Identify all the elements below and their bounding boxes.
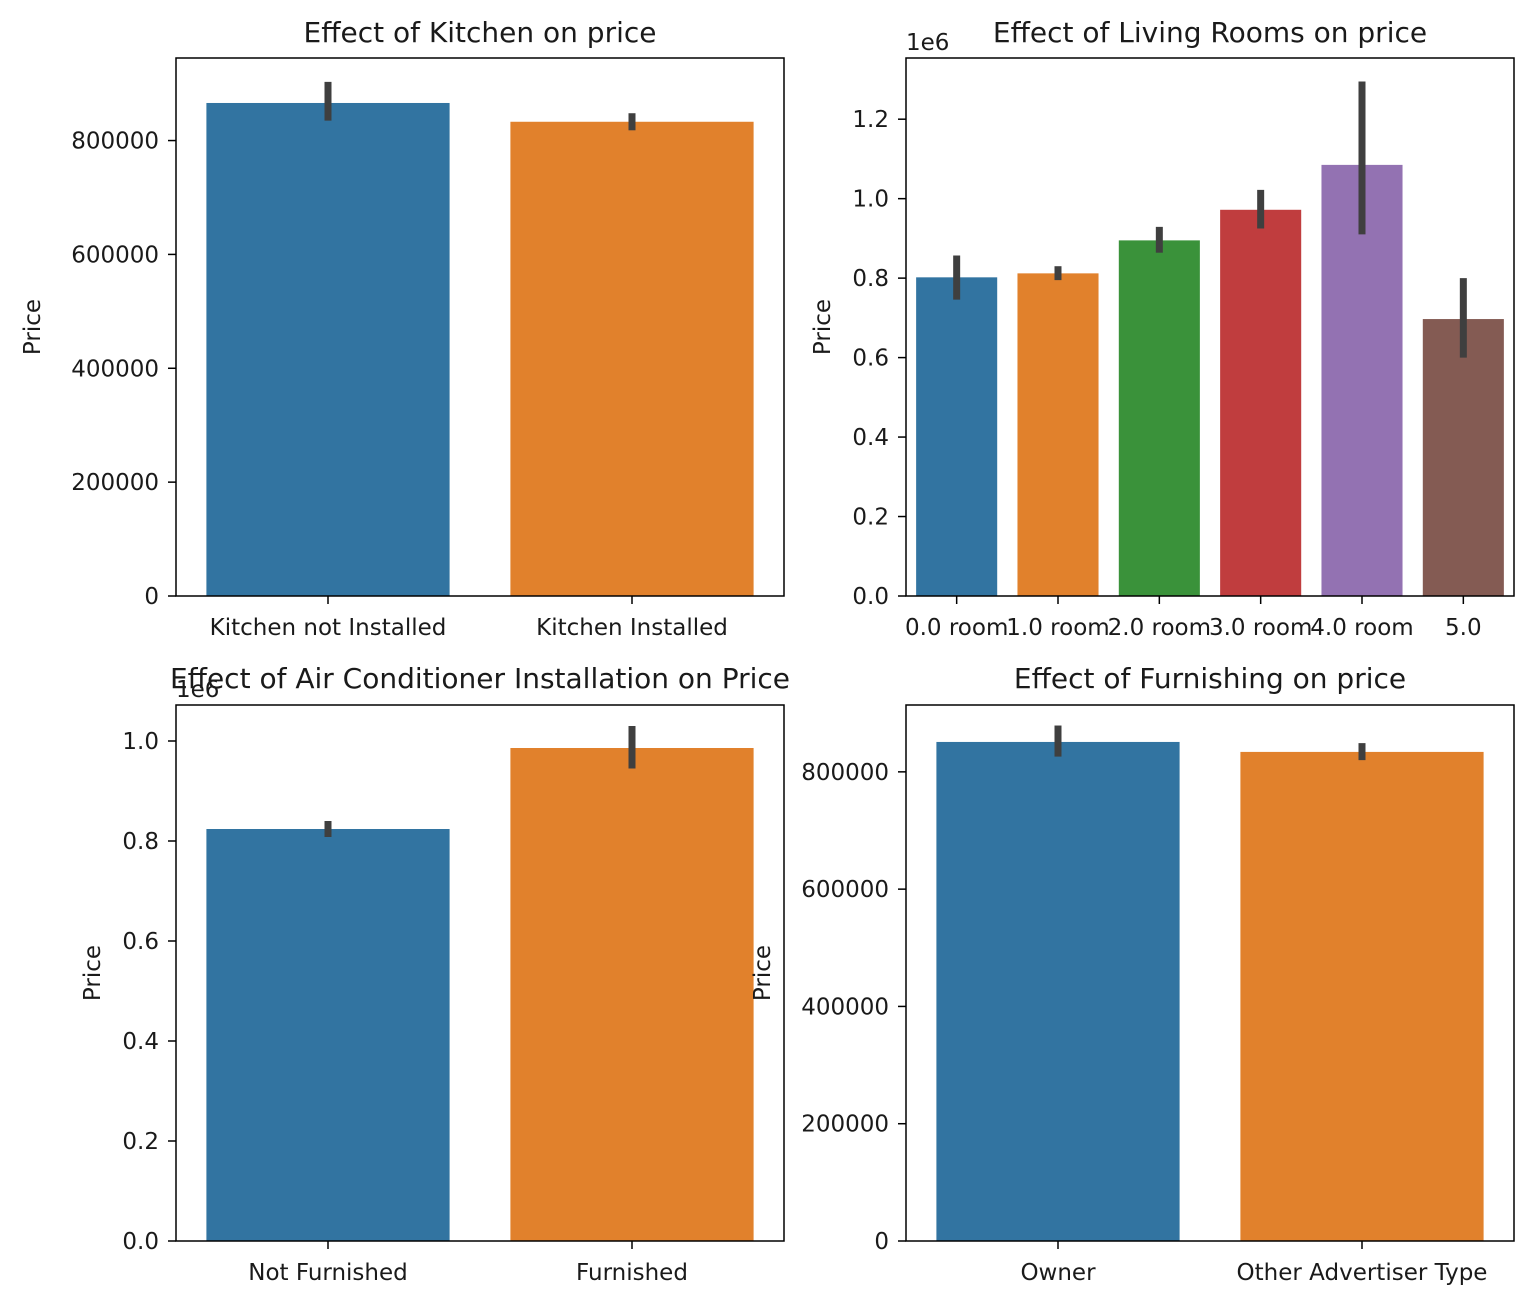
bar-3 [1118,240,1200,596]
y-tick-label-1: 0 [874,1229,889,1255]
y-tick-label-6: 1.0 [122,729,159,755]
bar-2 [1017,273,1099,596]
x-tick-label-2: Other Advertiser Type [1237,1260,1488,1286]
bar-1 [206,829,450,1241]
axes-frame [175,57,785,597]
chart-title: Effect of Furnishing on price [1014,662,1406,695]
chart-title: Effect of Living Rooms on price [993,16,1427,49]
bar-1 [936,741,1180,1241]
y-tick-label-5: 0.8 [122,829,159,855]
y-tick-label-5: 800000 [801,760,889,786]
chart-1: Kitchen not Installed Kitchen Installed 0 2… [20,16,785,641]
y-tick-label-4: 0.6 [122,929,159,955]
axes-frame [905,57,1515,597]
y-axis-label: Price [750,945,776,1001]
y-tick-label-2: 0.2 [852,505,889,531]
y-tick-label-2: 200000 [71,470,159,496]
y-tick-label-2: 0.2 [122,1129,159,1155]
chart-4: Owner Other Advertiser Type 0 200000 400000 6… [750,662,1515,1286]
y-axis-label: Price [80,945,106,1001]
bar-1 [206,102,450,597]
axes-frame [905,704,1515,1242]
bar-6 [1422,319,1504,596]
x-tick-label-6: 5.0 [1445,615,1482,641]
y-tick-label-4: 600000 [801,877,889,903]
y-tick-label-3: 400000 [801,994,889,1020]
axes-frame [175,704,785,1242]
y-axis-offset-text: 1e6 [176,677,219,703]
y-tick-label-5: 0.8 [852,266,889,292]
chart-title: Effect of Air Conditioner Installation o… [170,662,790,695]
y-tick-label-5: 800000 [71,129,159,155]
bar-4 [1220,209,1302,596]
y-tick-label-3: 400000 [71,356,159,382]
x-tick-label-1: Kitchen not Installed [210,615,447,641]
y-tick-label-6: 1.0 [852,187,889,213]
y-tick-label-3: 0.4 [122,1029,159,1055]
y-axis-label: Price [810,299,836,355]
x-tick-label-4: 3.0 room [1209,615,1312,641]
bar-5 [1321,164,1403,597]
chart-title: Effect of Kitchen on price [304,16,657,49]
y-tick-label-4: 600000 [71,242,159,268]
x-tick-label-1: 0.0 room [905,615,1008,641]
x-tick-label-5: 4.0 room [1310,615,1413,641]
y-tick-label-1: 0 [144,584,159,610]
y-axis-label: Price [20,299,46,355]
bar-2 [1240,751,1484,1241]
chart-3: Not Furnished Furnished 0.0 0.2 0.4 0.6 0.8 1.0… [80,662,790,1286]
x-tick-label-3: 2.0 room [1108,615,1211,641]
y-tick-label-1: 0.0 [852,584,889,610]
y-tick-label-3: 0.4 [852,425,889,451]
y-tick-label-4: 0.6 [852,346,889,372]
bar-2 [510,748,754,1241]
y-tick-label-7: 1.2 [852,107,889,133]
x-tick-label-2: Furnished [576,1260,688,1286]
x-tick-label-2: 1.0 room [1006,615,1109,641]
bar-1 [916,277,998,596]
x-tick-label-1: Not Furnished [248,1260,407,1286]
x-tick-label-2: Kitchen Installed [536,615,728,641]
y-tick-label-2: 200000 [801,1112,889,1138]
bar-2 [510,121,754,596]
y-axis-offset-text: 1e6 [906,30,949,56]
x-tick-label-1: Owner [1020,1260,1096,1286]
y-tick-label-1: 0.0 [122,1229,159,1255]
